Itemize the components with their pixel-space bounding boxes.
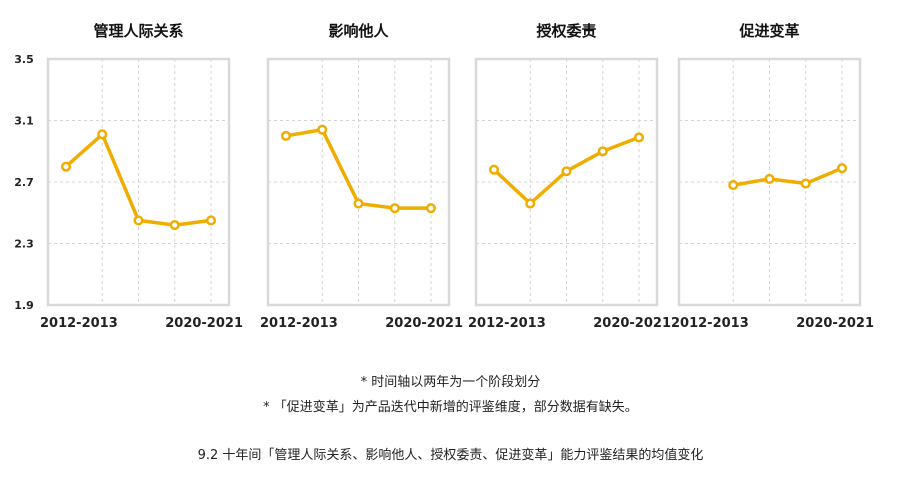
- note-time-axis: * 时间轴以两年为一个阶段划分: [360, 375, 541, 390]
- plot-frame: [266, 57, 451, 307]
- data-point: [353, 198, 364, 209]
- chart-panel-1: 管理人际关系 3.5 3.1 2.7 2.3 1.9 2012-2013 2020-2021: [14, 22, 243, 331]
- panel-title: 促进变革: [738, 22, 799, 40]
- x-tick-label-start: 2012-2013: [40, 316, 118, 331]
- data-point: [728, 180, 739, 191]
- x-tick-label-start: 2012-2013: [468, 316, 546, 331]
- figure-caption: 9.2 十年间「管理人际关系、影响他人、授权委责、促进变革」能力评鉴结果的均值变…: [197, 448, 704, 463]
- y-tick-label: 2.3: [14, 238, 34, 251]
- panel-title: 管理人际关系: [93, 22, 183, 40]
- note-missing-data: * 「促进变革」为产品迭代中新增的评鉴维度，部分数据有缺失。: [263, 400, 638, 415]
- x-tick-label-end: 2020-2021: [796, 316, 874, 331]
- plot-frame: [46, 57, 231, 307]
- data-point: [836, 163, 848, 174]
- x-tick-label-end: 2020-2021: [385, 316, 463, 331]
- data-point: [389, 203, 400, 214]
- x-tick-label-end: 2020-2021: [593, 316, 671, 331]
- plot-frame: [474, 57, 659, 307]
- data-point: [488, 164, 500, 175]
- x-tick-label-start: 2012-2013: [260, 316, 338, 331]
- data-point: [525, 198, 536, 209]
- data-point: [133, 215, 144, 226]
- data-point: [561, 166, 572, 177]
- chart-panel-4: 促进变革 2012-2013 2020-2021: [671, 22, 874, 331]
- data-point: [280, 130, 292, 141]
- data-point: [317, 124, 328, 135]
- data-point: [425, 203, 437, 214]
- y-tick-label: 2.7: [14, 176, 34, 189]
- y-tick-label: 1.9: [14, 299, 34, 312]
- data-point: [764, 173, 775, 184]
- plot-frame: [677, 57, 862, 307]
- data-point: [97, 129, 108, 140]
- data-point: [205, 215, 217, 226]
- x-tick-label-end: 2020-2021: [165, 316, 243, 331]
- chart-panel-2: 影响他人 2012-2013 2020-2021: [260, 22, 463, 331]
- x-tick-label-start: 2012-2013: [671, 316, 749, 331]
- panel-title: 授权委责: [536, 22, 596, 40]
- data-point: [633, 132, 645, 143]
- data-point: [597, 146, 608, 157]
- data-point: [169, 220, 180, 231]
- y-tick-label: 3.1: [14, 115, 34, 128]
- series-line: [731, 166, 844, 187]
- panel-title: 影响他人: [328, 22, 389, 40]
- chart-panel-3: 授权委责 2012-2013 2020-2021: [468, 22, 671, 331]
- data-point: [60, 161, 72, 172]
- data-point: [800, 178, 811, 189]
- y-tick-label: 3.5: [14, 53, 34, 66]
